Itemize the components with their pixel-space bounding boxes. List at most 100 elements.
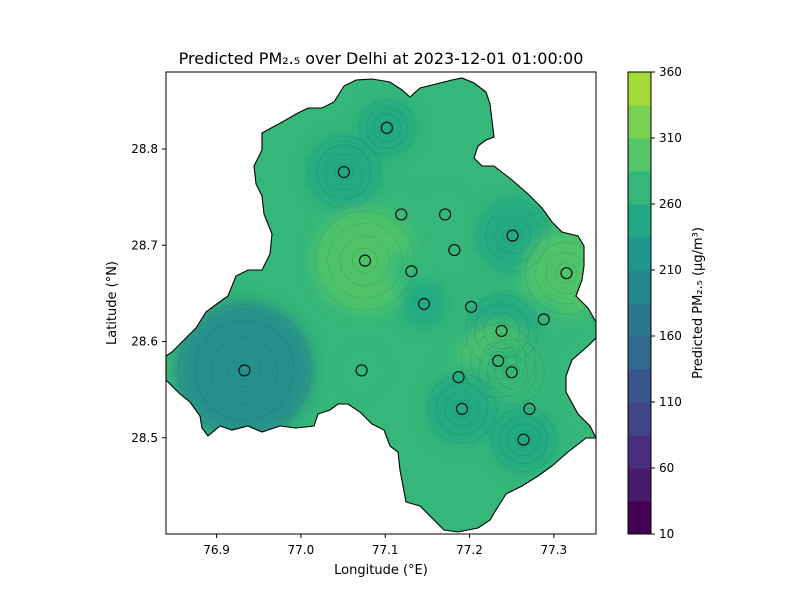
colorbar-tick-label: 210 <box>659 263 682 277</box>
contour-ring <box>485 208 540 263</box>
chart-title: Predicted PM₂.₅ over Delhi at 2023-12-01… <box>179 49 584 68</box>
x-tick-label: 76.9 <box>203 543 230 557</box>
y-tick-label: 28.5 <box>131 431 158 445</box>
colorbar-level <box>628 435 651 469</box>
pm25-blob <box>477 338 546 407</box>
colorbar-tick-label: 60 <box>659 461 674 475</box>
contour-ring <box>461 323 536 398</box>
contour-ring <box>476 199 549 272</box>
station-marker <box>337 166 351 179</box>
pm25-blob <box>343 352 380 389</box>
colorbar-level <box>628 72 651 106</box>
contour-ring <box>211 337 278 404</box>
station-marker <box>405 265 418 278</box>
colorbar-level <box>628 105 651 139</box>
contour-ring <box>535 242 596 305</box>
station-marker <box>492 354 505 367</box>
colorbar-tick-label: 310 <box>659 131 682 145</box>
colorbar-level <box>628 468 651 502</box>
station-marker <box>355 364 368 377</box>
pm25-blob <box>424 193 466 236</box>
colorbar-level <box>628 270 651 304</box>
station-marker <box>465 300 478 313</box>
colorbar-tick-label: 260 <box>659 197 682 211</box>
contour-ring <box>352 247 378 274</box>
contour-ring <box>478 339 545 406</box>
contour-ring <box>372 113 401 142</box>
pm25-blob <box>358 99 416 157</box>
colorbar-level <box>628 204 651 238</box>
x-tick-label: 77.1 <box>372 543 399 557</box>
contour-ring <box>316 144 372 200</box>
colorbar-level <box>628 138 651 172</box>
contour-ring <box>379 120 395 135</box>
x-tick-label: 77.2 <box>456 543 483 557</box>
contour-ring <box>492 321 511 341</box>
colorbar-tick-label: 110 <box>659 395 682 409</box>
contour-ring <box>359 100 415 156</box>
contour-ring <box>499 415 548 464</box>
contour-ring <box>474 303 529 359</box>
colorbar-level <box>628 369 651 403</box>
contour-ring <box>444 391 480 427</box>
pm25-blob <box>425 372 498 445</box>
colorbar-frame <box>627 71 652 535</box>
contour-ring <box>488 351 508 371</box>
station-marker <box>448 243 461 257</box>
station-marker <box>380 121 394 134</box>
pm25-blob <box>175 301 314 440</box>
contour-ring <box>465 294 538 368</box>
contour-ring <box>503 226 522 245</box>
contour-ring <box>494 217 531 254</box>
y-tick-label: 28.6 <box>131 335 158 349</box>
contour-ring <box>327 223 403 299</box>
pm25-blob <box>312 208 418 313</box>
colorbar-level <box>628 303 651 337</box>
contour-ring <box>507 423 540 456</box>
y-tick-label: 28.7 <box>131 238 158 252</box>
colorbar-level <box>628 402 651 436</box>
colorbar-level <box>628 171 651 205</box>
colorbar-level <box>628 237 651 271</box>
contour-ring <box>325 153 363 191</box>
contour-ring <box>314 210 415 311</box>
colorbar-level <box>628 501 651 535</box>
contour-ring <box>334 162 354 182</box>
contour-ring <box>307 135 381 209</box>
contour-ring <box>453 400 471 418</box>
station-marker <box>395 208 408 221</box>
station-marker <box>506 229 519 242</box>
station-marker <box>537 313 550 326</box>
contour-ring <box>495 355 529 389</box>
x-tick-label: 77.0 <box>288 543 315 557</box>
pm25-blob <box>433 229 476 271</box>
colorbar-tick-label: 10 <box>659 527 674 541</box>
station-marker <box>523 402 536 415</box>
colorbar-tick-label: 160 <box>659 329 682 343</box>
station-marker <box>438 208 452 221</box>
contour-ring <box>435 382 488 435</box>
contour-ring <box>479 342 517 380</box>
station-marker <box>358 254 372 267</box>
contour-ring <box>366 106 408 149</box>
station-marker <box>517 433 530 446</box>
x-tick-label: 77.3 <box>540 543 567 557</box>
y-tick-label: 28.8 <box>131 142 158 156</box>
station-marker <box>495 324 508 338</box>
pm25-blob <box>399 279 449 329</box>
colorbar <box>628 72 651 535</box>
station-marker <box>505 366 518 379</box>
pm25-blob <box>490 406 557 473</box>
contour-ring <box>486 347 537 398</box>
contour-ring <box>470 332 527 389</box>
contour-ring <box>483 312 520 350</box>
contour-ring <box>227 353 262 388</box>
contour-ring <box>194 320 295 421</box>
colorbar-tick-label: 360 <box>659 65 682 79</box>
contour-ring <box>515 431 532 448</box>
x-axis-label: Longitude (°E) <box>334 563 428 578</box>
pm25-blob <box>306 134 382 210</box>
contour-ring <box>555 262 578 284</box>
colorbar-level <box>628 336 651 370</box>
